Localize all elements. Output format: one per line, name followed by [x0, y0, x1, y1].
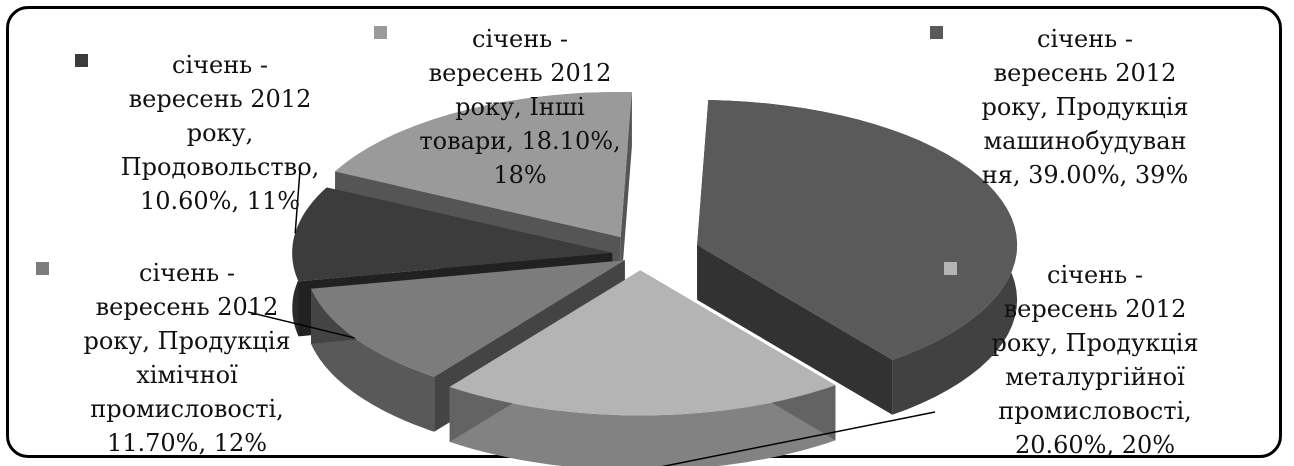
label-inshi-tovary: січень - вересень 2012 року, Інші товари… [419, 25, 621, 189]
pie-slice-side-metalurhiia [449, 385, 836, 466]
legend-swatch-prodovolstvo [75, 54, 88, 67]
pie-slice-wall-inshi-tovary-1 [620, 92, 632, 293]
label-khimiia: січень - вересень 2012 року, Продукція х… [83, 259, 291, 457]
leader-line-prodovolstvo [294, 169, 301, 234]
pie-slice-wall-mashynobuduvannia-1 [697, 244, 893, 415]
pie-slice-side-khimiia [311, 288, 435, 432]
pie-slice-top-mashynobuduvannia [697, 100, 1018, 360]
legend-swatch-mashynobuduvannia [930, 26, 943, 39]
label-mashynobuduvannia: січень - вересень 2012 року, Продукція м… [981, 25, 1189, 189]
pie-slice-top-khimiia [311, 260, 625, 377]
label-metalurhiia: січень - вересень 2012 року, Продукція м… [991, 261, 1199, 459]
pie-slice-top-metalurhiia [449, 270, 836, 416]
pie-slice-metalurhiia [449, 270, 836, 466]
leader-line-khimiia [247, 311, 355, 339]
pie-slice-mashynobuduvannia [697, 100, 1018, 415]
label-prodovolstvo: січень - вересень 2012 року, Продовольст… [120, 51, 320, 215]
pie-slice-top-prodovolstvo [292, 187, 613, 282]
legend-swatch-inshi-tovary [374, 26, 387, 39]
leader-line-metalurhiia [661, 411, 936, 466]
legend-swatch-khimiia [36, 262, 49, 275]
legend-swatch-metalurhiia [944, 262, 957, 275]
pie-slice-top-inshi-tovary [335, 92, 632, 238]
